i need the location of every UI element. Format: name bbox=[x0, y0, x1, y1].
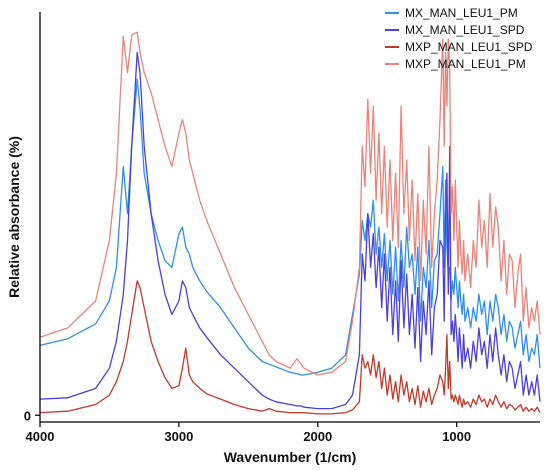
x-tick-label: 2000 bbox=[303, 429, 332, 444]
y-tick-label: 0 bbox=[24, 408, 31, 423]
series-layer bbox=[39, 31, 541, 415]
y-axis-label: Relative absorbance (%) bbox=[6, 136, 22, 298]
series-line-2 bbox=[39, 51, 541, 410]
x-ticks: 4000 3000 2000 1000 bbox=[26, 422, 471, 444]
x-axis-label: Wavenumber (1/cm) bbox=[224, 449, 357, 465]
series-line-3 bbox=[39, 280, 541, 415]
legend-label-4: MXP_MAN_LEU1_PM bbox=[405, 57, 526, 71]
series-line-1 bbox=[39, 78, 541, 376]
legend-label-1: MX_MAN_LEU1_PM bbox=[405, 6, 518, 20]
legend: MX_MAN_LEU1_PM MX_MAN_LEU1_SPD MXP_MAN_LEU… bbox=[385, 6, 533, 71]
y-ticks: 0 bbox=[24, 408, 40, 423]
legend-label-2: MX_MAN_LEU1_SPD bbox=[405, 23, 525, 37]
x-tick-label: 4000 bbox=[26, 429, 55, 444]
series-line-4 bbox=[39, 31, 541, 376]
x-tick-label: 1000 bbox=[442, 429, 471, 444]
legend-label-3: MXP_MAN_LEU1_SPD bbox=[405, 40, 533, 54]
x-tick-label: 3000 bbox=[164, 429, 193, 444]
